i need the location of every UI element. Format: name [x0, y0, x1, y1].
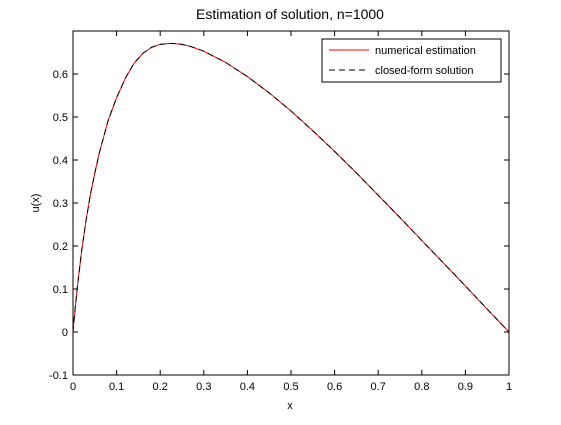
- y-axis-label: u(x): [30, 194, 42, 213]
- y-tick-label: 0.3: [53, 198, 68, 210]
- y-tick-label: 0.4: [53, 155, 68, 167]
- legend-label-closed-form: closed-form solution: [375, 65, 473, 77]
- x-tick-label: 0.7: [371, 381, 386, 393]
- y-tick-label: -0.1: [49, 370, 68, 382]
- y-tick-label: 0.1: [53, 284, 68, 296]
- x-tick-label: 0.6: [327, 381, 342, 393]
- x-tick-label: 0.9: [458, 381, 473, 393]
- x-tick-label: 0.2: [153, 381, 168, 393]
- y-tick-label: 0.6: [53, 69, 68, 81]
- y-tick-label: 0.5: [53, 112, 68, 124]
- x-tick-label: 0.3: [196, 381, 211, 393]
- series-line-numerical-estimation: [72, 42, 510, 333]
- x-tick-label: 0.5: [283, 381, 298, 393]
- chart-title: Estimation of solution, n=1000: [196, 6, 384, 22]
- plot-area: [72, 30, 510, 376]
- x-axis: 0 0.1 0.2 0.3 0.4 0.5 0.6 0.7 0.8 0.9 1: [70, 31, 512, 393]
- x-tick-label: 0.1: [109, 381, 124, 393]
- x-tick-label: 0.4: [240, 381, 255, 393]
- y-tick-label: 0.2: [53, 241, 68, 253]
- y-axis: -0.1 0 0.1 0.2 0.3 0.4 0.5 0.6: [49, 69, 509, 382]
- legend: numerical estimation closed-form solutio…: [321, 38, 502, 83]
- x-tick-label: 0: [70, 381, 76, 393]
- legend-label-numerical: numerical estimation: [375, 45, 476, 57]
- y-tick-label: 0: [62, 327, 68, 339]
- x-tick-label: 1: [506, 381, 512, 393]
- x-tick-label: 0.8: [414, 381, 429, 393]
- x-axis-label: x: [287, 400, 293, 412]
- legend-box: [321, 38, 502, 83]
- series-layer: [72, 42, 510, 333]
